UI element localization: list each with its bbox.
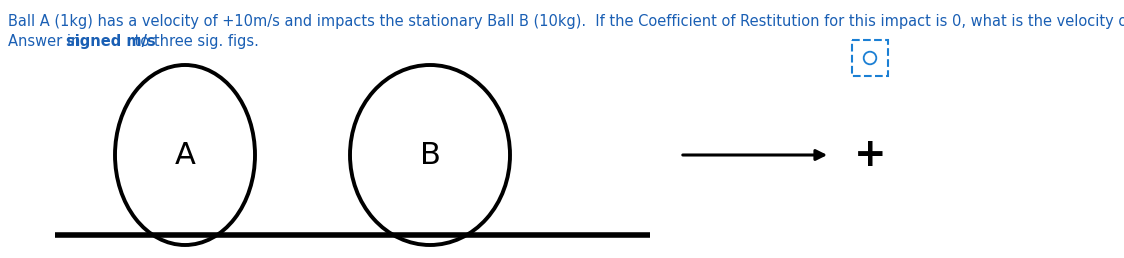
Text: +: + [854,136,887,174]
Text: to three sig. figs.: to three sig. figs. [129,34,259,49]
Text: A: A [174,141,196,170]
Text: B: B [419,141,441,170]
Text: Answer in: Answer in [8,34,85,49]
Text: Ball A (1kg) has a velocity of +10m/s and impacts the stationary Ball B (10kg). : Ball A (1kg) has a velocity of +10m/s an… [8,14,1124,29]
Text: signed m/s: signed m/s [66,34,156,49]
Bar [852,40,888,76]
